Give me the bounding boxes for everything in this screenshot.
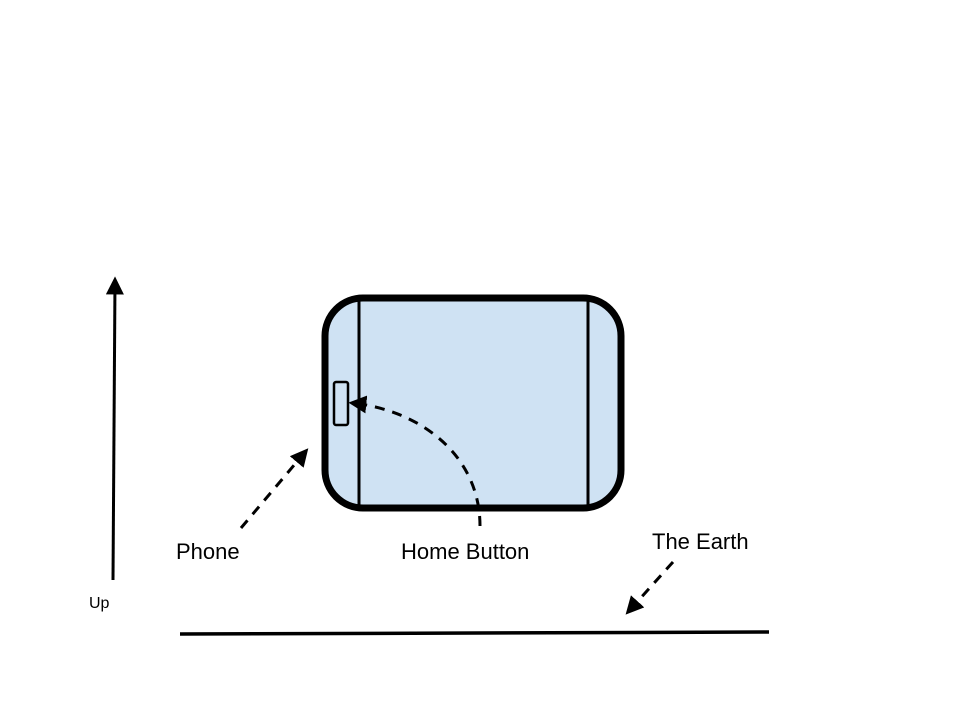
earth-label: The Earth <box>652 529 749 554</box>
up-label: Up <box>89 595 110 612</box>
earth-ground-line <box>179 630 770 636</box>
phone-label: Phone <box>176 539 240 564</box>
up-arrow <box>105 276 124 581</box>
home-button <box>332 380 350 427</box>
phone-pointer-arrow <box>239 448 309 529</box>
earth-pointer-arrow <box>625 560 675 615</box>
home-button-pointer-arrow <box>348 395 482 527</box>
phone-body <box>321 294 625 512</box>
home-button-label: Home Button <box>401 539 529 564</box>
